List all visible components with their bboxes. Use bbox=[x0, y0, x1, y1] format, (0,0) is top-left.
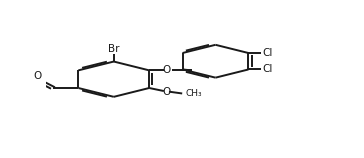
Text: O: O bbox=[33, 71, 42, 81]
Text: O: O bbox=[163, 87, 171, 97]
Text: Br: Br bbox=[108, 44, 119, 54]
Text: O: O bbox=[162, 65, 170, 75]
Text: CH₃: CH₃ bbox=[186, 89, 202, 98]
Text: Cl: Cl bbox=[262, 48, 273, 58]
Text: Cl: Cl bbox=[262, 64, 273, 74]
